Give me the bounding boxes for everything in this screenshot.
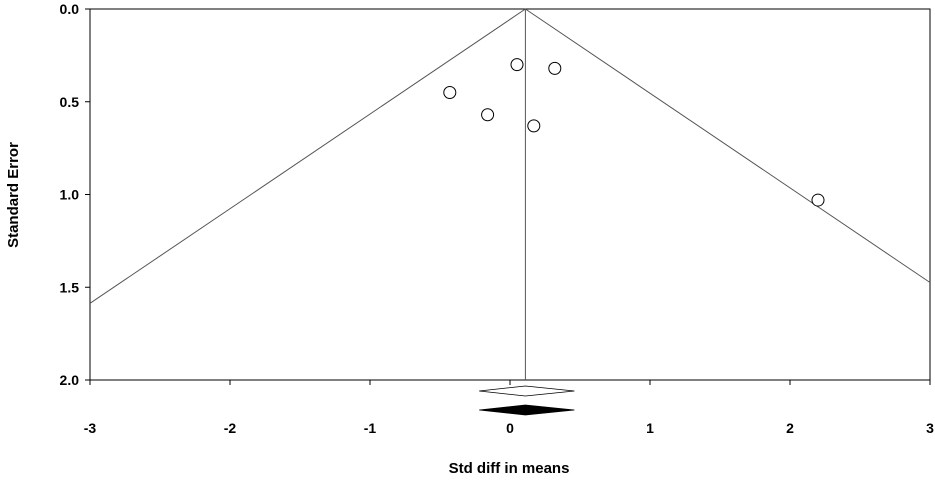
study-point bbox=[527, 119, 541, 133]
x-tick-label: 3 bbox=[926, 420, 934, 436]
study-point bbox=[443, 85, 457, 99]
y-tick-label: 1.5 bbox=[60, 279, 80, 295]
plot-frame bbox=[89, 8, 931, 381]
y-tick-label: 1.0 bbox=[60, 187, 80, 203]
x-tick-label: 1 bbox=[646, 420, 654, 436]
x-axis-title: Std diff in means bbox=[449, 460, 570, 477]
diamond-layer bbox=[479, 385, 575, 416]
y-tick-label: 0.0 bbox=[60, 1, 80, 17]
x-tick-label: 0 bbox=[506, 420, 514, 436]
x-tick-label: -1 bbox=[364, 420, 377, 436]
y-tick-label: 0.5 bbox=[60, 94, 80, 110]
y-tick-label: 2.0 bbox=[60, 372, 80, 388]
funnel-left-line bbox=[89, 8, 526, 304]
study-point bbox=[548, 61, 562, 75]
points-layer bbox=[443, 58, 825, 207]
study-point bbox=[811, 193, 825, 207]
summary-diamond-filled bbox=[479, 404, 575, 416]
x-tick-label: -2 bbox=[224, 420, 237, 436]
funnel-layer bbox=[89, 8, 931, 380]
x-tick-label: 2 bbox=[786, 420, 794, 436]
summary-diamond-open bbox=[479, 385, 575, 397]
y-axis: 0.0 0.5 1.0 1.5 2.0 bbox=[60, 1, 90, 388]
funnel-right-line bbox=[525, 8, 931, 283]
y-axis-title: Standard Error bbox=[5, 142, 22, 248]
study-point bbox=[481, 108, 495, 122]
x-axis: -3 -2 -1 0 1 2 3 bbox=[84, 380, 934, 436]
x-tick-label: -3 bbox=[84, 420, 97, 436]
study-point bbox=[510, 58, 524, 72]
